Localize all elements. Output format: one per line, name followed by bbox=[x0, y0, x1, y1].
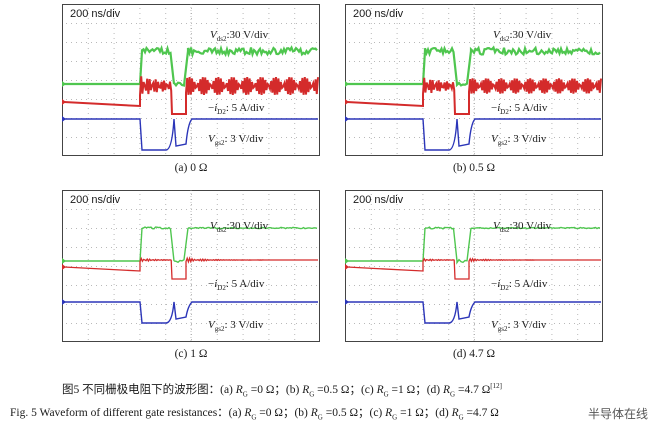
caption-chinese: 图5 不同栅极电阻下的波形图：(a) RG =0 Ω；(b) RG =0.5 Ω… bbox=[62, 381, 668, 398]
caption-english: Fig. 5 Waveform of different gate resist… bbox=[10, 404, 668, 421]
id-label: −iD2: 5 A/div bbox=[491, 278, 547, 292]
waveform-panel-a: 200 ns/div Vds2:30 V/div −iD2: 5 A/div V… bbox=[62, 4, 320, 180]
panel-label: (d) 4.7 Ω bbox=[345, 348, 603, 360]
vgs-label: Vgs2: 3 V/div bbox=[208, 319, 263, 333]
oscilloscope-screen bbox=[345, 190, 603, 342]
panel-label: (a) 0 Ω bbox=[62, 162, 320, 174]
vds-label: Vds2:30 V/div bbox=[210, 29, 268, 43]
id-label: −iD2: 5 A/div bbox=[208, 102, 264, 116]
id-label: −iD2: 5 A/div bbox=[491, 102, 547, 116]
waveform-panel-c: 200 ns/div Vds2:30 V/div −iD2: 5 A/div V… bbox=[62, 190, 320, 366]
vds-label: Vds2:30 V/div bbox=[493, 29, 551, 43]
vds-label: Vds2:30 V/div bbox=[210, 220, 268, 234]
watermark: 半导体在线 bbox=[588, 405, 648, 422]
time-scale-label: 200 ns/div bbox=[70, 8, 120, 20]
oscilloscope-screen bbox=[62, 190, 320, 342]
vds-label: Vds2:30 V/div bbox=[493, 220, 551, 234]
waveform-panel-b: 200 ns/div Vds2:30 V/div −iD2: 5 A/div V… bbox=[345, 4, 603, 180]
id-label: −iD2: 5 A/div bbox=[208, 278, 264, 292]
vgs-label: Vgs2: 3 V/div bbox=[208, 133, 263, 147]
panel-label: (c) 1 Ω bbox=[62, 348, 320, 360]
panel-label: (b) 0.5 Ω bbox=[345, 162, 603, 174]
waveform-panel-d: 200 ns/div Vds2:30 V/div −iD2: 5 A/div V… bbox=[345, 190, 603, 366]
oscilloscope-screen bbox=[345, 4, 603, 156]
time-scale-label: 200 ns/div bbox=[70, 194, 120, 206]
vgs-label: Vgs2: 3 V/div bbox=[491, 319, 546, 333]
vgs-label: Vgs2: 3 V/div bbox=[491, 133, 546, 147]
oscilloscope-screen bbox=[62, 4, 320, 156]
time-scale-label: 200 ns/div bbox=[353, 194, 403, 206]
time-scale-label: 200 ns/div bbox=[353, 8, 403, 20]
